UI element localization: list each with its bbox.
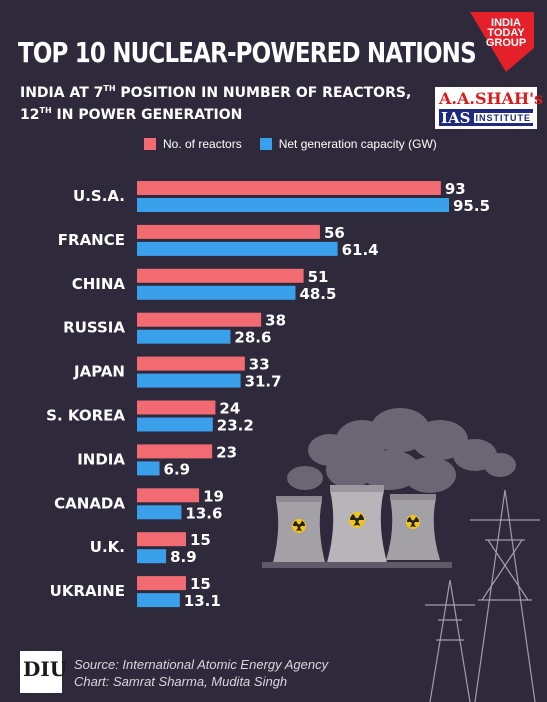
india-today-logo-text: INDIA TODAY GROUP <box>485 17 527 49</box>
bar-reactors <box>137 532 187 547</box>
bar-capacity <box>137 373 241 388</box>
radiation-icon <box>349 512 365 528</box>
category-label: RUSSIA <box>63 319 125 337</box>
category-label: FRANCE <box>58 231 125 249</box>
aashah-logo-institute: INSTITUTE <box>473 112 533 123</box>
bar-capacity <box>137 417 213 432</box>
data-label: 13.6 <box>185 504 222 522</box>
bar-reactors <box>137 268 304 283</box>
data-label: 13.1 <box>184 592 221 610</box>
bar-capacity <box>137 461 160 476</box>
data-label: 19 <box>203 487 224 505</box>
bar-capacity <box>137 285 296 300</box>
credit-text: Chart: Samrat Sharma, Mudita Singh <box>74 674 288 689</box>
legend-label-capacity: Net generation capacity (GW) <box>278 137 437 151</box>
data-label: 48.5 <box>299 285 336 303</box>
legend-swatch-reactors <box>144 138 156 150</box>
data-label: 28.6 <box>234 329 271 347</box>
data-label: 8.9 <box>170 548 197 566</box>
category-label: INDIA <box>77 450 125 468</box>
bar-reactors <box>137 576 187 591</box>
chart-source: Source: International Atomic Energy Agen… <box>74 656 328 690</box>
diu-logo: DIU <box>20 651 67 693</box>
data-label: 15 <box>190 531 211 549</box>
legend-label-reactors: No. of reactors <box>163 137 242 151</box>
chart-legend: No. of reactors Net generation capacity … <box>144 137 455 151</box>
bar-reactors <box>137 444 213 459</box>
data-label: 38 <box>265 312 286 330</box>
category-label: JAPAN <box>73 363 125 381</box>
bar-reactors <box>137 356 245 371</box>
data-label: 23.2 <box>217 417 254 435</box>
bar-capacity <box>137 198 449 212</box>
aashah-logo-name: A.A.SHAH's <box>439 89 544 108</box>
data-label: 93 <box>445 180 466 198</box>
radiation-icon <box>406 515 420 529</box>
source-text: Source: International Atomic Energy Agen… <box>74 657 329 672</box>
data-label: 56 <box>324 224 345 242</box>
data-label: 95.5 <box>453 197 490 215</box>
bar-capacity <box>137 241 338 256</box>
bar-reactors <box>137 224 320 239</box>
category-label: UKRAINE <box>50 582 125 600</box>
aashah-logo-ias: IAS <box>441 108 471 127</box>
aashah-logo: A.A.SHAH's IAS INSTITUTE <box>435 87 544 129</box>
category-label: CANADA <box>54 494 125 512</box>
bar-reactors <box>137 488 200 503</box>
bar-capacity <box>137 505 182 520</box>
bar-reactors <box>137 400 216 415</box>
data-label: 51 <box>308 268 329 286</box>
category-label: CHINA <box>72 275 126 293</box>
data-label: 24 <box>219 400 240 418</box>
bar-reactors <box>137 181 441 195</box>
bar-reactors <box>137 312 262 327</box>
bar-capacity <box>137 593 180 608</box>
category-label: U.K. <box>90 538 125 556</box>
data-label: 33 <box>249 356 270 374</box>
diu-logo-text: DIU <box>23 657 68 681</box>
page-title: TOP 10 NUCLEAR-POWERED NATIONS <box>18 36 477 69</box>
data-label: 31.7 <box>245 373 282 391</box>
data-label: 15 <box>190 575 211 593</box>
data-label: 23 <box>216 443 237 461</box>
data-label: 6.9 <box>164 460 191 478</box>
legend-item-reactors: No. of reactors <box>144 137 242 151</box>
bar-capacity <box>137 549 167 564</box>
legend-item-capacity: Net generation capacity (GW) <box>259 137 437 151</box>
data-label: 61.4 <box>342 241 379 259</box>
india-today-logo: INDIA TODAY GROUP <box>468 6 538 76</box>
category-label: S. KOREA <box>46 407 125 425</box>
category-label: U.S.A. <box>73 187 125 205</box>
legend-swatch-capacity <box>259 138 272 150</box>
radiation-icon <box>292 519 306 533</box>
page-subtitle: INDIA AT 7TH POSITION IN NUMBER OF REACT… <box>20 84 412 123</box>
bar-capacity <box>137 329 231 344</box>
